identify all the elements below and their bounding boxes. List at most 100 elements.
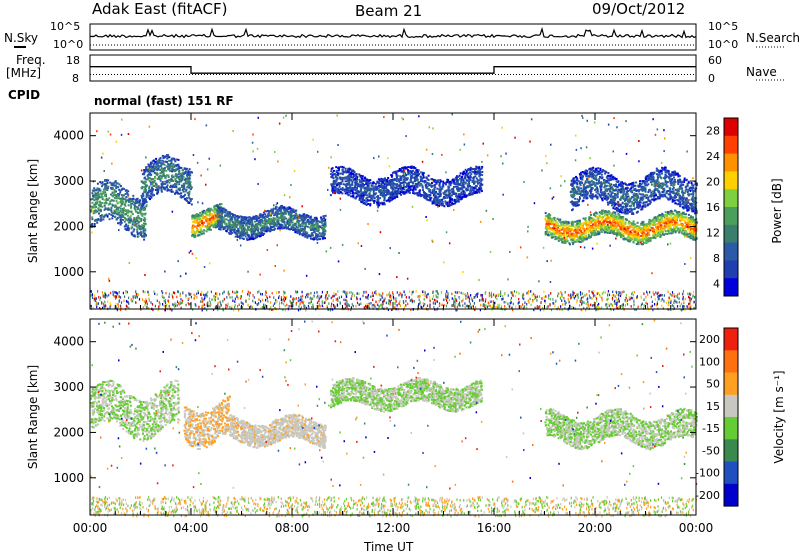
echo-cell xyxy=(130,210,133,213)
echo-cell xyxy=(170,161,173,164)
echo-cell xyxy=(249,221,252,224)
echo-cell xyxy=(219,203,221,206)
echo-cell xyxy=(157,185,160,188)
echo-cell xyxy=(679,217,682,220)
echo-cell xyxy=(340,188,342,191)
echo-cell xyxy=(191,214,194,217)
echo-cell xyxy=(155,160,158,163)
echo-cell xyxy=(550,223,553,226)
echo-cell xyxy=(387,177,390,179)
echo-cell xyxy=(299,232,302,235)
echo-cell xyxy=(577,239,580,242)
echo-cell xyxy=(226,213,229,216)
echo-cell xyxy=(414,185,417,188)
echo-cell xyxy=(663,228,665,231)
echo-cell xyxy=(339,177,342,179)
echo-cell xyxy=(335,180,338,183)
echo-cell xyxy=(395,186,398,189)
echo-cell xyxy=(104,207,107,210)
echo-cell xyxy=(345,183,348,186)
echo-cell xyxy=(454,200,457,203)
echo-cell xyxy=(144,218,147,221)
echo-cell xyxy=(469,188,472,191)
echo-cell xyxy=(302,221,305,224)
echo-cell xyxy=(186,174,188,177)
echo-cell xyxy=(208,211,211,214)
echo-cell xyxy=(397,189,400,192)
echo-cell xyxy=(417,181,420,184)
echo-cell xyxy=(216,210,219,213)
echo-cell xyxy=(303,233,306,236)
echo-cell xyxy=(156,163,159,166)
echo-cell xyxy=(94,211,97,214)
echo-cell xyxy=(396,185,399,188)
echo-cell xyxy=(213,206,216,209)
echo-cell xyxy=(195,221,198,224)
echo-cell xyxy=(368,199,371,202)
echo-cell xyxy=(151,186,153,189)
echo-cell xyxy=(367,203,370,205)
echo-cell xyxy=(398,178,401,181)
echo-cell xyxy=(403,192,406,195)
echo-cell xyxy=(294,209,297,212)
echo-cell xyxy=(225,218,228,221)
echo-cell xyxy=(364,188,367,191)
echo-cell xyxy=(168,181,171,184)
echo-cell xyxy=(248,218,251,221)
echo-cell xyxy=(414,167,417,170)
echo-cell xyxy=(150,162,153,164)
echo-cell xyxy=(120,188,123,191)
echo-cell xyxy=(381,184,384,187)
echo-cell xyxy=(163,183,166,185)
echo-cell xyxy=(438,205,440,207)
echo-cell xyxy=(119,210,122,213)
echo-cell xyxy=(640,235,642,237)
echo-cell xyxy=(442,180,445,183)
echo-cell xyxy=(459,177,462,180)
echo-cell xyxy=(580,230,583,233)
echo-cell xyxy=(398,169,401,172)
echo-cell xyxy=(334,175,337,178)
echo-cell xyxy=(474,190,477,193)
echo-cell xyxy=(418,173,421,175)
echo-cell xyxy=(304,222,307,225)
echo-cell xyxy=(358,185,361,188)
echo-cell xyxy=(445,194,448,197)
echo-cell xyxy=(155,163,158,166)
echo-cell xyxy=(693,221,696,224)
echo-cell xyxy=(435,198,437,201)
echo-cell xyxy=(181,173,183,176)
echo-cell xyxy=(409,181,412,183)
echo-cell xyxy=(180,186,183,188)
echo-cell xyxy=(259,235,261,238)
echo-cell xyxy=(291,218,294,221)
echo-cell xyxy=(175,183,178,186)
echo-cell xyxy=(400,169,403,172)
echo-cell xyxy=(265,222,268,224)
echo-cell xyxy=(269,229,272,232)
echo-cell xyxy=(341,169,344,172)
echo-cell xyxy=(456,187,458,190)
echo-cell xyxy=(676,223,679,226)
echo-cell xyxy=(637,233,640,236)
echo-cell xyxy=(260,234,262,237)
echo-cell xyxy=(643,225,646,228)
echo-cell xyxy=(198,224,201,226)
echo-cell xyxy=(400,186,402,189)
echo-cell xyxy=(408,191,411,194)
echo-cell xyxy=(292,227,295,229)
echo-cell xyxy=(292,225,295,228)
echo-cell xyxy=(237,220,240,223)
echo-cell xyxy=(366,182,369,184)
echo-cell xyxy=(322,224,325,227)
echo-cell xyxy=(562,223,565,226)
echo-cell xyxy=(309,217,312,220)
echo-cell xyxy=(250,225,253,228)
echo-cell xyxy=(670,214,673,217)
echo-cell xyxy=(111,212,114,215)
echo-cell xyxy=(350,175,352,178)
echo-cell xyxy=(104,179,107,182)
echo-cell xyxy=(214,210,217,212)
echo-cell xyxy=(236,233,239,236)
echo-cell xyxy=(259,213,262,216)
